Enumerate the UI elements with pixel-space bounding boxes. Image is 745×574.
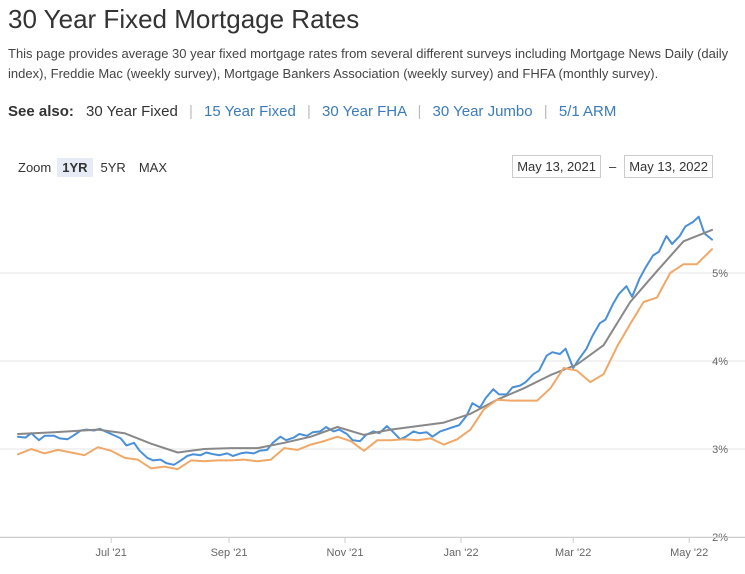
- page-title: 30 Year Fixed Mortgage Rates: [8, 4, 360, 34]
- x-tick-label: Jul '21: [95, 547, 126, 559]
- see-also-current: 30 Year Fixed: [86, 103, 178, 120]
- range-separator: –: [608, 159, 617, 174]
- x-tick-label: Jan '22: [443, 547, 478, 559]
- date-range: May 13, 2021 – May 13, 2022: [512, 155, 713, 178]
- see-also-nav: See also: 30 Year Fixed | 15 Year Fixed …: [8, 103, 616, 120]
- grid-lines: [0, 272, 745, 538]
- link-30-year-fha[interactable]: 30 Year FHA: [322, 103, 407, 120]
- range-to-input[interactable]: May 13, 2022: [624, 155, 713, 178]
- zoom-5yr-button[interactable]: 5YR: [100, 160, 126, 175]
- see-also-label: See also:: [8, 103, 74, 120]
- series-line-1: [17, 215, 713, 466]
- x-tick-label: May '22: [670, 547, 708, 559]
- zoom-max-button[interactable]: MAX: [138, 160, 167, 175]
- link-5-1-arm[interactable]: 5/1 ARM: [558, 103, 617, 120]
- see-also-separator: |: [306, 103, 311, 120]
- series-line-2: [17, 228, 713, 454]
- series-lines: [17, 215, 713, 471]
- zoom-label: Zoom: [18, 160, 52, 175]
- y-tick-label: 3%: [712, 444, 728, 456]
- see-also-separator: |: [188, 103, 193, 120]
- x-tick-label: Sep '21: [211, 547, 248, 559]
- see-also-separator: |: [417, 103, 422, 120]
- see-also-separator: |: [543, 103, 548, 120]
- y-axis-labels: 2%3%4%5%: [712, 268, 728, 544]
- y-tick-label: 4%: [712, 356, 728, 368]
- x-axis: Jul '21 Sep '21 Nov '21 Jan '22 Mar '22 May '…: [0, 537, 745, 559]
- series-line-3: [17, 248, 713, 471]
- x-tick-label: Nov '21: [327, 547, 364, 559]
- page-description: This page provides average 30 year fixed…: [8, 46, 729, 81]
- x-tick-label: Mar '22: [555, 547, 591, 559]
- y-tick-label: 5%: [712, 268, 728, 280]
- mortgage-rate-chart[interactable]: 2%3%4%5% Jul '21 Sep '21 Nov '21 Jan '22 Mar…: [0, 185, 745, 574]
- range-from-input[interactable]: May 13, 2021: [512, 155, 601, 178]
- zoom-1yr-button[interactable]: 1YR: [57, 158, 93, 177]
- link-15-year-fixed[interactable]: 15 Year Fixed: [204, 103, 296, 120]
- zoom-controls: Zoom 1YR 5YR MAX: [18, 158, 175, 177]
- link-30-year-jumbo[interactable]: 30 Year Jumbo: [432, 103, 533, 120]
